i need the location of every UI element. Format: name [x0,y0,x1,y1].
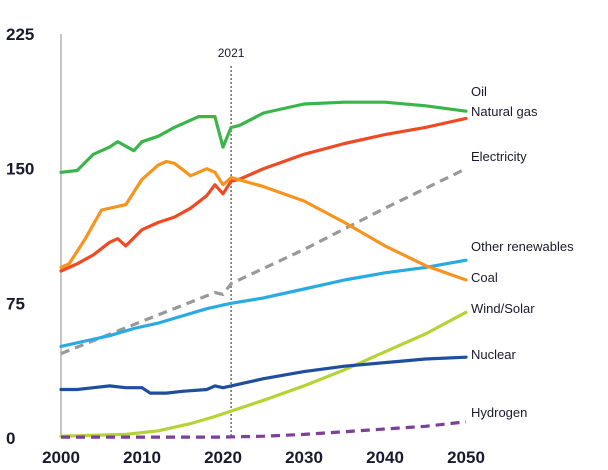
series-label-hydrogen: Hydrogen [471,405,527,420]
series-line-natural-gas [59,116,468,273]
series-label-oil: Oil [471,84,487,99]
y-tick-label: 150 [6,160,34,179]
series-line-wind-solar [59,310,468,438]
series-label-nuclear: Nuclear [471,347,516,362]
x-tick-label: 2000 [42,448,80,467]
y-tick-labels: 0 75 150 225 [6,25,34,448]
series-lines [59,100,468,439]
x-tick-label: 2010 [123,448,161,467]
series-line-other-renewables [59,258,468,348]
series-line-coal [59,159,468,282]
x-tick-labels: 2000 2010 2020 2030 2040 2050 [42,448,485,467]
x-tick-label: 2040 [366,448,404,467]
series-line-nuclear [59,355,468,395]
series-label-natural-gas: Natural gas [471,104,538,119]
year-marker: 2021 [218,46,245,438]
series-line-electricity [60,167,467,356]
series-label-electricity: Electricity [471,149,527,164]
marker-label: 2021 [218,46,245,60]
series-label-coal: Coal [471,270,498,285]
series-label-other-renewables: Other renewables [471,239,574,254]
y-tick-label: 75 [6,294,25,313]
x-tick-label: 2020 [204,448,242,467]
x-tick-label: 2050 [447,448,485,467]
series-line-hydrogen [61,420,467,439]
x-tick-label: 2030 [285,448,323,467]
series-labels: Oil Natural gas Electricity Other renewable… [471,84,574,420]
series-line-oil [59,100,468,174]
series-label-wind-solar: Wind/Solar [471,301,535,316]
y-tick-label: 225 [6,25,34,44]
y-tick-label: 0 [6,429,15,448]
